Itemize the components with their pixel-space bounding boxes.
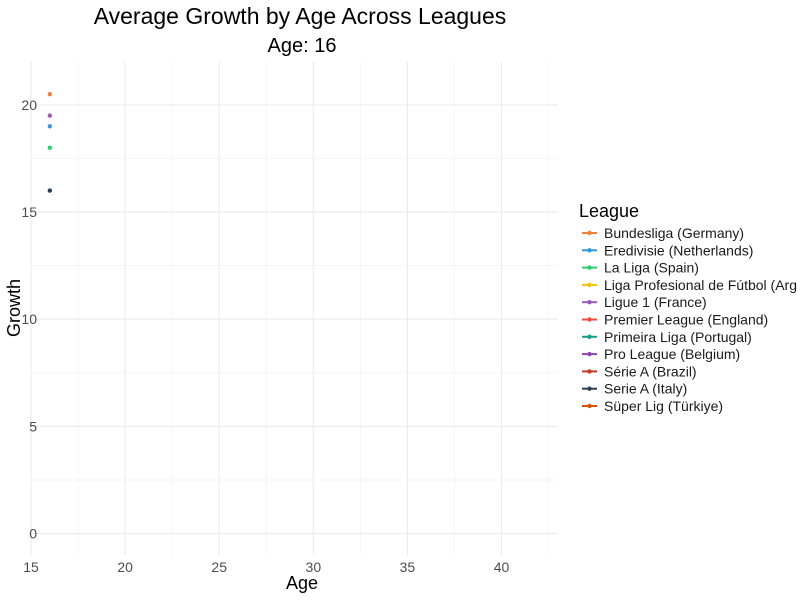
legend-item: Serie A (Italy): [582, 381, 687, 397]
y-tick-label: 20: [21, 97, 37, 113]
x-tick-label: 20: [117, 559, 133, 575]
legend: League Bundesliga (Germany)Eredivisie (N…: [579, 201, 797, 414]
legend-label: Liga Profesional de Fútbol (Arg: [604, 277, 797, 293]
legend-item: Pro League (Belgium): [582, 346, 740, 362]
legend-key-point: [587, 386, 592, 391]
y-tick-label: 0: [29, 526, 37, 542]
y-tick-label: 10: [21, 311, 37, 327]
legend-key-point: [587, 265, 592, 270]
x-tick-label: 40: [494, 559, 510, 575]
legend-item: La Liga (Spain): [582, 260, 699, 276]
x-tick-label: 15: [23, 559, 39, 575]
legend-item: Ligue 1 (France): [582, 294, 707, 310]
legend-label: Bundesliga (Germany): [604, 225, 744, 241]
legend-key-point: [587, 248, 592, 253]
data-point: [47, 91, 53, 97]
data-point: [47, 188, 53, 193]
data-point: [47, 113, 53, 118]
legend-label: Eredivisie (Netherlands): [604, 242, 753, 258]
legend-key-point: [587, 351, 592, 357]
x-axis: 15 20 25 30 35 40: [23, 559, 509, 575]
legend-label: Série A (Brazil): [604, 363, 697, 379]
legend-label: Pro League (Belgium): [604, 346, 740, 362]
legend-key-point: [587, 300, 592, 305]
legend-item: Bundesliga (Germany): [582, 225, 744, 241]
chart-title: Average Growth by Age Across Leagues: [94, 3, 507, 29]
y-tick-label: 15: [21, 204, 37, 220]
data-point: [47, 124, 53, 129]
legend-key-point: [587, 369, 592, 374]
legend-key-point: [587, 317, 592, 322]
data-point: [47, 145, 53, 150]
legend-key-point: [587, 334, 592, 339]
legend-item: Série A (Brazil): [582, 363, 697, 379]
legend-item: Premier League (England): [582, 312, 768, 328]
legend-label: Premier League (England): [604, 312, 768, 328]
y-axis-label: Growth: [4, 279, 24, 337]
legend-item: Liga Profesional de Fútbol (Arg: [582, 277, 797, 293]
legend-title: League: [579, 201, 639, 221]
legend-item: Primeira Liga (Portugal): [582, 329, 752, 345]
y-axis: 0 5 10 15 20: [21, 97, 37, 542]
legend-key-point: [587, 230, 592, 236]
legend-label: Ligue 1 (France): [604, 294, 707, 310]
legend-item: Eredivisie (Netherlands): [582, 242, 753, 258]
chart-subtitle: Age: 16: [268, 35, 337, 57]
legend-label: La Liga (Spain): [604, 260, 699, 276]
x-tick-label: 35: [400, 559, 416, 575]
legend-label: Süper Lig (Türkiye): [604, 398, 723, 414]
data-points: [47, 91, 53, 193]
legend-label: Primeira Liga (Portugal): [604, 329, 752, 345]
x-tick-label: 25: [211, 559, 227, 575]
x-tick-label: 30: [306, 559, 322, 575]
legend-item: Süper Lig (Türkiye): [582, 398, 723, 414]
plot-grid: [30, 62, 558, 555]
y-tick-label: 5: [29, 418, 37, 434]
x-axis-label: Age: [286, 573, 318, 593]
legend-key-point: [587, 282, 592, 288]
legend-key-point: [587, 403, 592, 409]
legend-label: Serie A (Italy): [604, 381, 687, 397]
